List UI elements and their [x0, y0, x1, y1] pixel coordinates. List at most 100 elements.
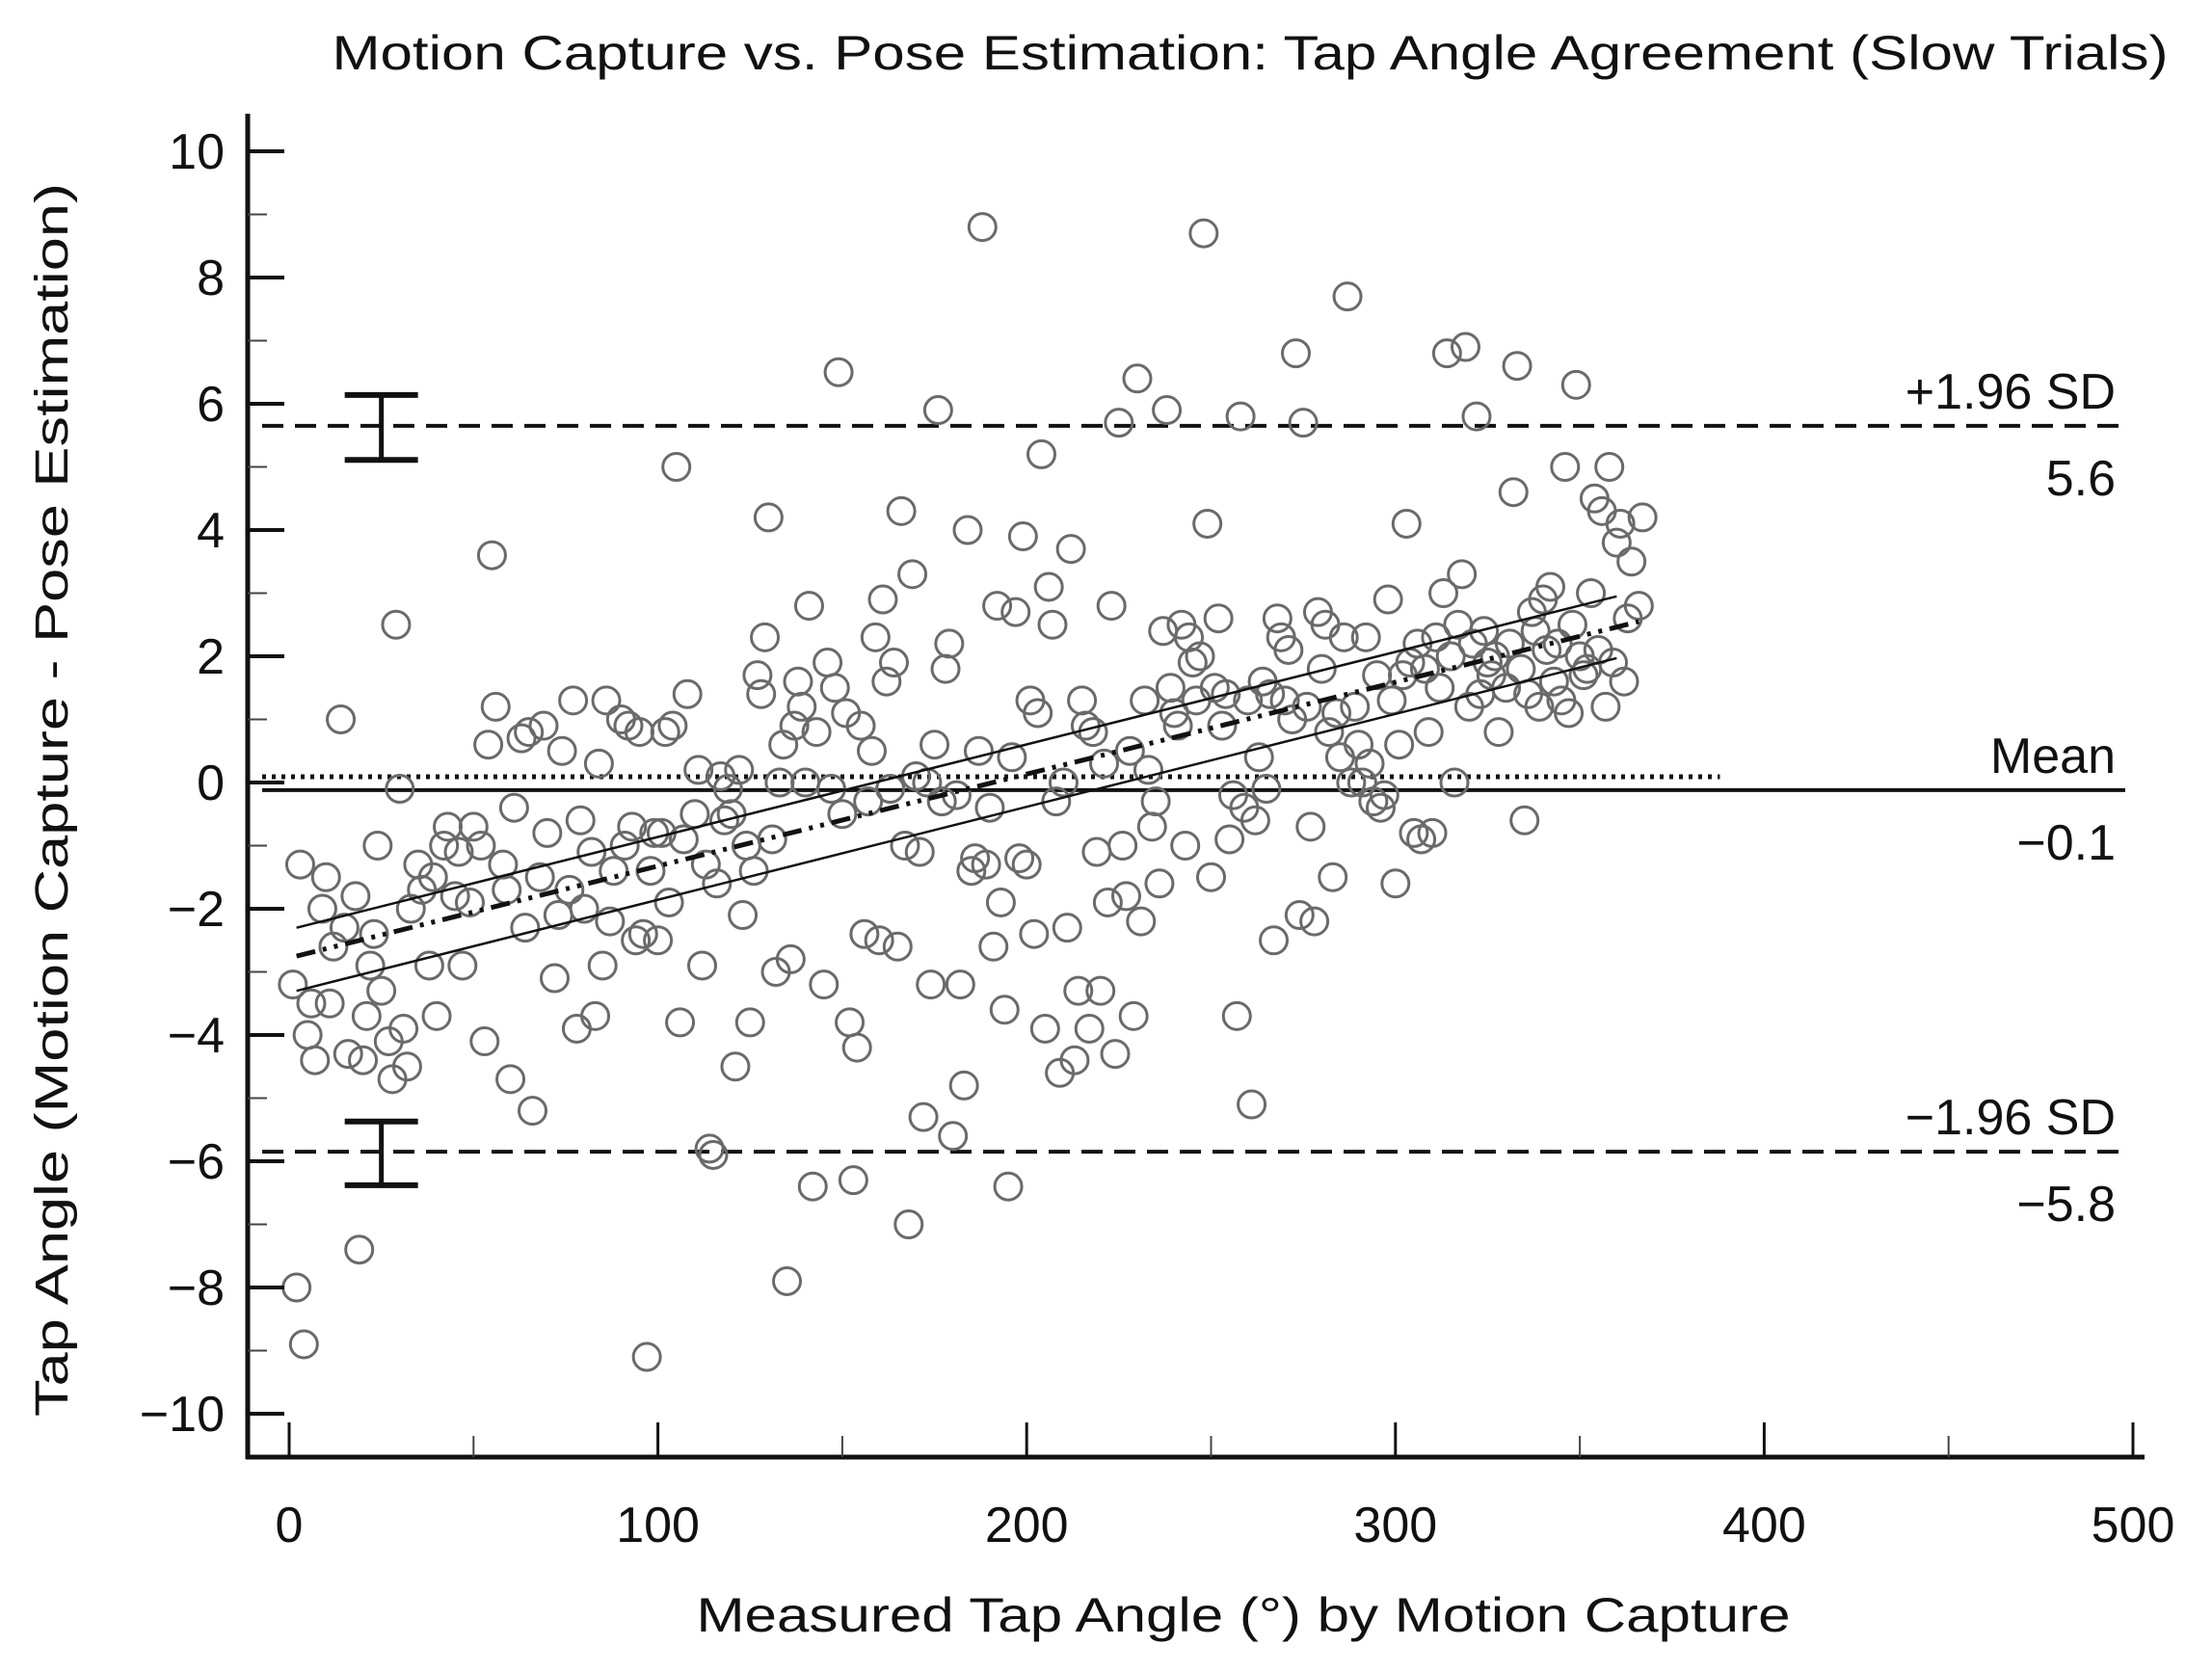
loa-ci-bar-1: [344, 1118, 418, 1188]
data-point: [466, 831, 496, 861]
data-point: [1033, 571, 1064, 602]
regression-ci-lower: [296, 656, 1617, 993]
data-point: [657, 710, 688, 741]
data-point: [1089, 748, 1120, 779]
data-point: [878, 648, 909, 678]
data-point: [480, 691, 511, 722]
data-point: [653, 887, 684, 917]
data-point: [687, 950, 718, 981]
data-point: [362, 831, 393, 861]
data-point: [1233, 685, 1264, 716]
data-point: [1447, 559, 1478, 590]
data-point: [750, 622, 781, 652]
data-point: [1399, 817, 1429, 848]
data-point: [565, 805, 596, 836]
data-point: [841, 1032, 872, 1063]
data-point: [532, 817, 563, 848]
mean-value: −0.1: [2016, 815, 2116, 871]
data-point: [326, 704, 357, 734]
data-point: [956, 856, 987, 887]
data-point: [1067, 685, 1098, 716]
data-point: [1425, 673, 1455, 703]
data-point: [1152, 395, 1183, 426]
data-point: [890, 831, 920, 861]
y-tick-label: 4: [197, 503, 225, 559]
data-point: [1550, 452, 1581, 482]
data-point: [1133, 755, 1163, 785]
data-point: [1321, 698, 1352, 729]
plot-area: +1.96 SD 5.6 Mean −0.1 −1.96 SD −5.8: [262, 364, 2125, 1233]
data-point: [650, 717, 680, 748]
data-point: [1560, 369, 1591, 400]
data-point: [595, 906, 626, 937]
data-point: [1324, 742, 1355, 773]
data-point: [1594, 452, 1625, 482]
data-point: [1162, 710, 1193, 741]
data-point: [1365, 792, 1396, 823]
data-point: [284, 849, 315, 880]
data-point: [558, 685, 589, 716]
data-point: [421, 1000, 452, 1031]
data-point: [506, 723, 537, 754]
data-point: [388, 1013, 419, 1044]
data-point: [473, 730, 504, 760]
data-point: [314, 988, 345, 1019]
data-point: [886, 495, 917, 526]
data-point: [809, 969, 839, 1000]
data-point: [621, 925, 652, 956]
data-point: [310, 862, 341, 892]
data-point: [857, 735, 888, 766]
data-point: [1159, 698, 1189, 729]
data-point: [524, 862, 555, 892]
data-point: [1336, 767, 1367, 798]
data-point: [1026, 438, 1057, 469]
data-point: [1409, 653, 1440, 684]
data-point: [1318, 862, 1348, 892]
x-tick-label: 300: [1353, 1498, 1437, 1553]
data-point: [724, 755, 755, 785]
data-point: [1461, 401, 1492, 432]
data-point: [698, 1139, 729, 1170]
data-point: [1114, 735, 1145, 766]
regression-ci-upper: [296, 595, 1617, 929]
data-point: [1007, 521, 1038, 552]
data-point: [1104, 408, 1134, 438]
data-point: [853, 786, 884, 817]
data-point: [1237, 1089, 1267, 1120]
y-tick-label: −8: [168, 1261, 225, 1316]
axes: 10 8 6 4 2 0 −2 −4 −6 −8 −10 0 100 200 300 400 500: [140, 114, 2174, 1553]
data-point: [1211, 678, 1241, 709]
y-tick-label: −4: [168, 1008, 225, 1064]
data-point: [1491, 673, 1522, 703]
data-point: [734, 1007, 765, 1038]
data-point: [391, 1051, 422, 1082]
data-point: [1092, 887, 1123, 917]
data-point: [639, 817, 670, 848]
data-point: [1100, 1039, 1131, 1070]
data-point: [838, 1165, 868, 1196]
data-point: [967, 212, 998, 243]
data-point: [753, 502, 784, 533]
data-point: [329, 913, 360, 943]
data-point: [1126, 906, 1157, 937]
data-point: [1332, 281, 1363, 312]
data-point: [1483, 717, 1514, 748]
data-point: [495, 1064, 526, 1095]
data-point: [668, 824, 699, 855]
data-point: [458, 811, 489, 842]
data-points: [278, 212, 1658, 1372]
data-point: [561, 1013, 592, 1044]
upper_loa-value: 5.6: [2046, 451, 2116, 507]
y-tick-label: 0: [197, 756, 225, 811]
data-point: [433, 811, 464, 842]
data-point: [1029, 1013, 1060, 1044]
data-point: [1048, 767, 1079, 798]
data-point: [417, 862, 448, 892]
data-point: [351, 1000, 382, 1031]
data-point: [492, 874, 522, 905]
lower_loa-value: −5.8: [2016, 1177, 2116, 1233]
data-point: [661, 452, 692, 482]
data-point: [1122, 363, 1153, 394]
data-point: [631, 1341, 662, 1372]
data-point: [1391, 508, 1422, 539]
